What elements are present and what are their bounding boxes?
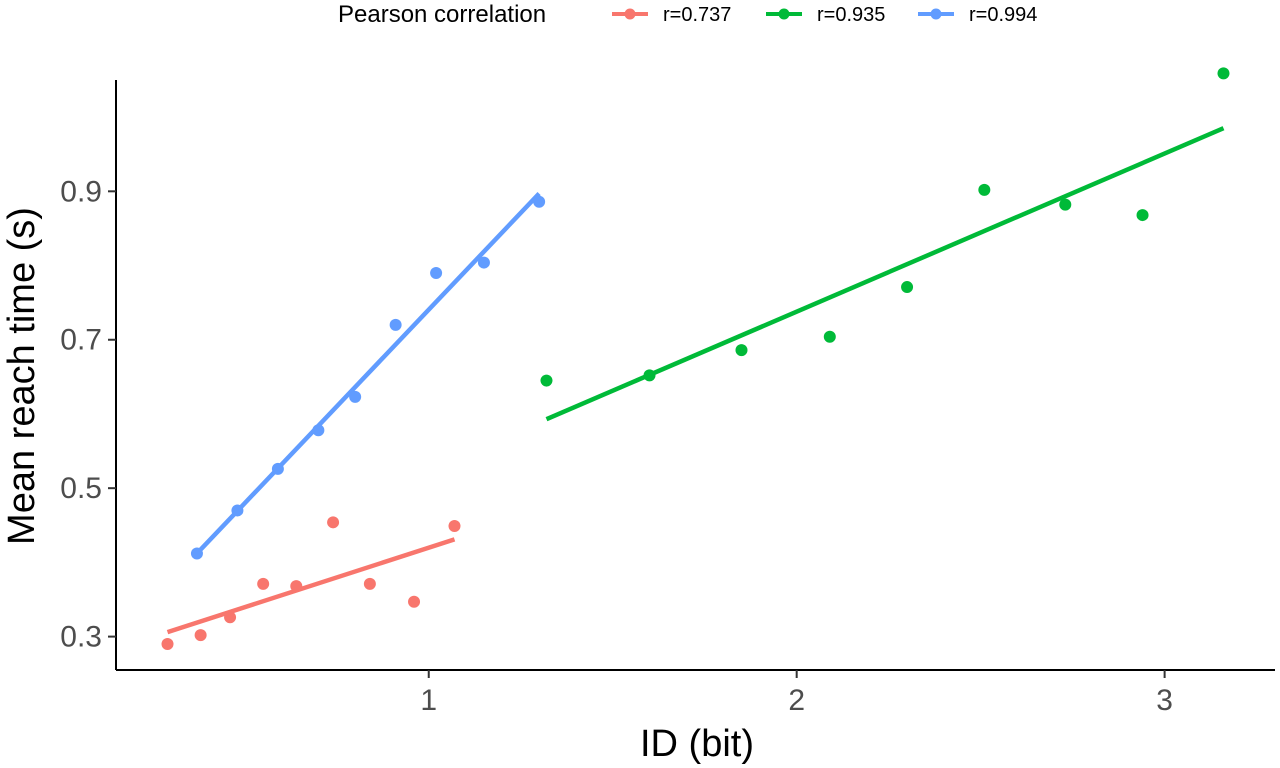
legend: Pearson correlation r=0.737 r=0.935 r=0.99… [338,1,1037,28]
legend-key-point [930,8,942,20]
data-point [533,195,546,208]
x-tick-label: 2 [788,684,805,717]
data-point [231,504,244,517]
legend-label: r=0.935 [817,4,885,26]
legend-label: r=0.737 [663,4,731,26]
data-point [643,369,656,382]
data-point [448,520,461,533]
y-tick-label: 0.3 [60,621,102,654]
legend-item: r=0.994 [918,4,1037,26]
data-point [735,344,748,357]
data-point [290,580,303,593]
x-tick-label: 3 [1156,684,1173,717]
data-point [224,611,237,624]
data-point [327,516,340,529]
data-point [978,183,991,196]
data-points [161,67,1230,651]
y-axis-ticks: 0.3 0.5 0.7 0.9 [60,175,116,654]
data-point [312,424,325,437]
legend-label: r=0.994 [969,4,1037,26]
data-point [257,577,270,590]
x-axis-title: ID (bit) [640,723,754,765]
legend-title: Pearson correlation [338,1,546,28]
data-point [430,266,443,279]
data-point [271,462,284,475]
legend-key-point [778,8,790,20]
data-point [901,281,914,294]
y-tick-label: 0.7 [60,324,102,357]
data-point [823,330,836,343]
data-point [1217,67,1230,80]
data-point [389,318,402,331]
data-point [349,390,362,403]
data-point [190,547,203,560]
fit-line [545,126,1225,422]
x-axis-ticks: 1 2 3 [420,670,1173,717]
data-point [1136,209,1149,222]
data-point [477,256,490,269]
data-point [194,629,207,642]
regression-lines [166,126,1225,635]
data-point [408,595,421,608]
data-point [1059,198,1072,211]
legend-item: r=0.737 [612,4,731,26]
y-axis-title: Mean reach time (s) [1,207,43,545]
fit-line [166,537,456,635]
legend-key-point [624,8,636,20]
data-point [540,374,553,387]
fit-line [195,191,541,556]
data-point [363,577,376,590]
legend-item: r=0.935 [766,4,885,26]
data-point [161,638,174,651]
x-tick-label: 1 [420,684,437,717]
y-tick-label: 0.9 [60,175,102,208]
y-tick-label: 0.5 [60,472,102,505]
